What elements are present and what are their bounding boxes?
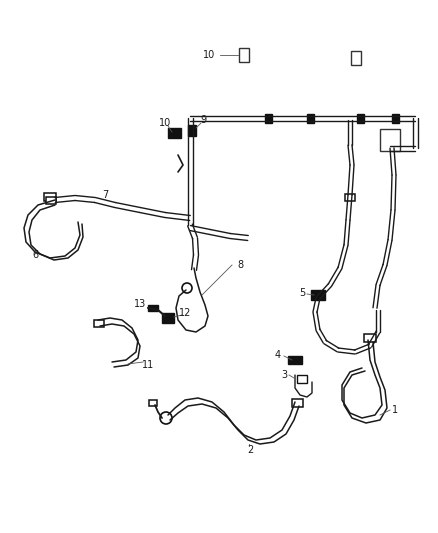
Bar <box>345 193 355 200</box>
Bar <box>392 114 399 123</box>
Text: 4: 4 <box>275 350 281 360</box>
Bar <box>46 197 56 204</box>
Circle shape <box>160 412 172 424</box>
Bar <box>162 313 174 323</box>
Text: 13: 13 <box>134 299 146 309</box>
Bar <box>148 305 158 311</box>
Text: 10: 10 <box>203 50 215 60</box>
Bar <box>311 290 325 300</box>
Text: 12: 12 <box>179 308 191 318</box>
Bar <box>292 399 303 407</box>
Text: 3: 3 <box>281 370 287 380</box>
Text: 5: 5 <box>299 288 305 298</box>
Bar <box>149 400 157 406</box>
Bar <box>188 125 196 135</box>
Text: 11: 11 <box>142 360 154 370</box>
Text: 1: 1 <box>392 405 398 415</box>
Text: 7: 7 <box>102 190 108 200</box>
Text: 9: 9 <box>200 115 206 125</box>
Bar <box>94 319 104 327</box>
Bar <box>239 48 249 62</box>
Bar <box>265 114 272 123</box>
Bar <box>364 334 376 342</box>
Text: 6: 6 <box>32 250 38 260</box>
Bar <box>167 128 180 138</box>
Bar <box>351 51 361 65</box>
Text: 2: 2 <box>247 445 253 455</box>
Text: 10: 10 <box>159 118 171 128</box>
Circle shape <box>182 283 192 293</box>
Bar <box>297 375 307 383</box>
Bar <box>44 193 56 201</box>
Bar <box>288 356 302 364</box>
Text: 8: 8 <box>237 260 243 270</box>
Bar <box>357 114 364 123</box>
Bar <box>380 129 400 151</box>
Bar <box>307 114 314 123</box>
